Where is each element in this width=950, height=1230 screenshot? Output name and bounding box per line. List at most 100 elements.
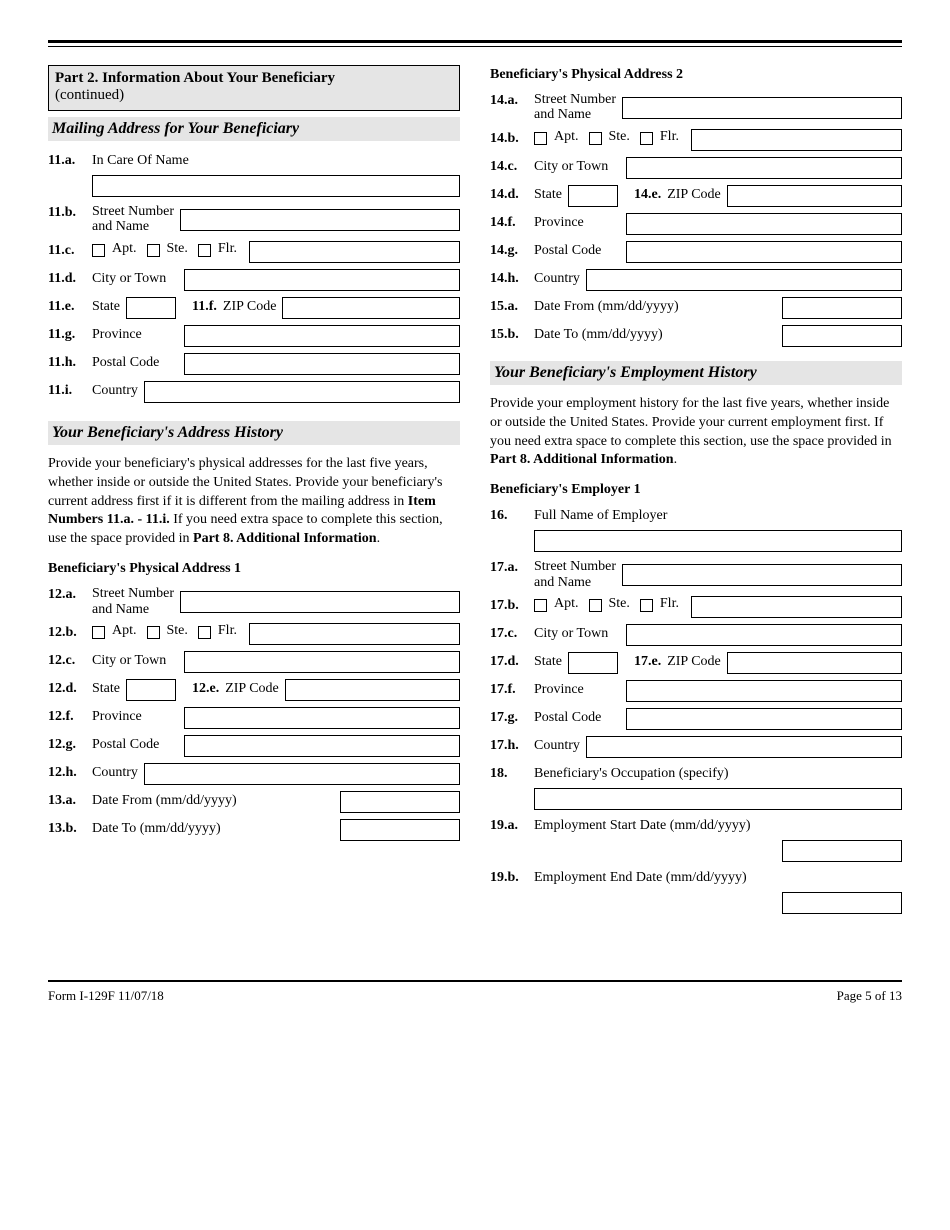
input-12a[interactable] <box>180 591 460 613</box>
lbl-14f: Province <box>534 213 620 231</box>
lbl-17h: Country <box>534 736 580 754</box>
input-14h[interactable] <box>586 269 902 291</box>
cb-11c-ste[interactable] <box>147 244 160 257</box>
input-17g[interactable] <box>626 708 902 730</box>
lbl-17f: Province <box>534 680 620 698</box>
num-12e: 12.e. <box>192 679 219 697</box>
input-12d[interactable] <box>126 679 176 701</box>
num-17c: 17.c. <box>490 624 528 642</box>
lbl-17a: Street Number and Name <box>534 558 616 590</box>
lbl-11e: State <box>92 297 120 315</box>
lbl-17c: City or Town <box>534 624 620 642</box>
cb-17b-ste[interactable] <box>589 599 602 612</box>
input-18[interactable] <box>534 788 902 810</box>
page-top-rule <box>48 40 902 47</box>
cb-12b-apt[interactable] <box>92 626 105 639</box>
lbl-13a: Date From (mm/dd/yyyy) <box>92 791 334 809</box>
cb-14b-apt[interactable] <box>534 132 547 145</box>
num-17b: 17.b. <box>490 596 528 614</box>
input-16[interactable] <box>534 530 902 552</box>
addr-history-heading: Your Beneficiary's Address History <box>48 421 460 445</box>
num-11f: 11.f. <box>192 297 217 315</box>
input-11h[interactable] <box>184 353 460 375</box>
input-14e[interactable] <box>727 185 902 207</box>
input-17c[interactable] <box>626 624 902 646</box>
num-19a: 19.a. <box>490 816 528 834</box>
num-11a: 11.a. <box>48 151 86 169</box>
num-12d: 12.d. <box>48 679 86 697</box>
lbl-14h: Country <box>534 269 580 287</box>
input-19b[interactable] <box>782 892 902 914</box>
input-11c[interactable] <box>249 241 460 263</box>
num-19b: 19.b. <box>490 868 528 886</box>
cb-11c-apt[interactable] <box>92 244 105 257</box>
lbl-11a: In Care Of Name <box>92 151 189 169</box>
input-14d[interactable] <box>568 185 618 207</box>
num-16: 16. <box>490 506 528 524</box>
part-header: Part 2. Information About Your Beneficia… <box>48 65 460 111</box>
input-15b[interactable] <box>782 325 902 347</box>
num-14g: 14.g. <box>490 241 528 259</box>
input-14c[interactable] <box>626 157 902 179</box>
lbl-12d: State <box>92 679 120 697</box>
num-11d: 11.d. <box>48 269 86 287</box>
input-14a[interactable] <box>622 97 902 119</box>
input-17d[interactable] <box>568 652 618 674</box>
num-12h: 12.h. <box>48 763 86 781</box>
lbl-14a: Street Number and Name <box>534 91 616 123</box>
footer-right: Page 5 of 13 <box>837 988 902 1004</box>
lbl-18: Beneficiary's Occupation (specify) <box>534 764 729 782</box>
cb-14b-flr[interactable] <box>640 132 653 145</box>
input-17a[interactable] <box>622 564 902 586</box>
cb-11c-flr[interactable] <box>198 244 211 257</box>
input-13a[interactable] <box>340 791 460 813</box>
cb-12b-flr[interactable] <box>198 626 211 639</box>
cb-12b-ste[interactable] <box>147 626 160 639</box>
input-12g[interactable] <box>184 735 460 757</box>
lbl-19b: Employment End Date (mm/dd/yyyy) <box>534 868 747 886</box>
num-17d: 17.d. <box>490 652 528 670</box>
input-14f[interactable] <box>626 213 902 235</box>
input-12b[interactable] <box>249 623 460 645</box>
emp-heading: Your Beneficiary's Employment History <box>490 361 902 385</box>
num-15a: 15.a. <box>490 297 528 315</box>
input-11g[interactable] <box>184 325 460 347</box>
cb-17b-flr[interactable] <box>640 599 653 612</box>
emp-para: Provide your employment history for the … <box>490 395 902 471</box>
input-17e[interactable] <box>727 652 902 674</box>
part-title: Part 2. Information About Your Beneficia… <box>55 70 453 87</box>
input-11d[interactable] <box>184 269 460 291</box>
input-12e[interactable] <box>285 679 460 701</box>
num-12c: 12.c. <box>48 651 86 669</box>
num-11i: 11.i. <box>48 381 86 399</box>
input-17f[interactable] <box>626 680 902 702</box>
num-12b: 12.b. <box>48 623 86 641</box>
input-11e[interactable] <box>126 297 176 319</box>
page-footer: Form I-129F 11/07/18 Page 5 of 13 <box>48 980 902 1004</box>
input-12h[interactable] <box>144 763 460 785</box>
input-17b[interactable] <box>691 596 902 618</box>
lbl-12a: Street Number and Name <box>92 585 174 617</box>
num-14f: 14.f. <box>490 213 528 231</box>
input-17h[interactable] <box>586 736 902 758</box>
input-12f[interactable] <box>184 707 460 729</box>
input-11f[interactable] <box>282 297 460 319</box>
lbl-apt: Apt. <box>111 241 143 257</box>
lbl-ste: Ste. <box>166 241 194 257</box>
input-19a[interactable] <box>782 840 902 862</box>
input-15a[interactable] <box>782 297 902 319</box>
input-12c[interactable] <box>184 651 460 673</box>
input-14g[interactable] <box>626 241 902 263</box>
input-14b[interactable] <box>691 129 902 151</box>
lbl-11i: Country <box>92 381 138 399</box>
input-13b[interactable] <box>340 819 460 841</box>
lbl-flr: Flr. <box>217 241 243 257</box>
pa2-heading: Beneficiary's Physical Address 2 <box>490 67 902 83</box>
addr-history-para: Provide your beneficiary's physical addr… <box>48 455 460 549</box>
input-11b[interactable] <box>180 209 460 231</box>
input-11i[interactable] <box>144 381 460 403</box>
cb-17b-apt[interactable] <box>534 599 547 612</box>
cb-14b-ste[interactable] <box>589 132 602 145</box>
lbl-11g: Province <box>92 325 178 343</box>
input-11a[interactable] <box>92 175 460 197</box>
